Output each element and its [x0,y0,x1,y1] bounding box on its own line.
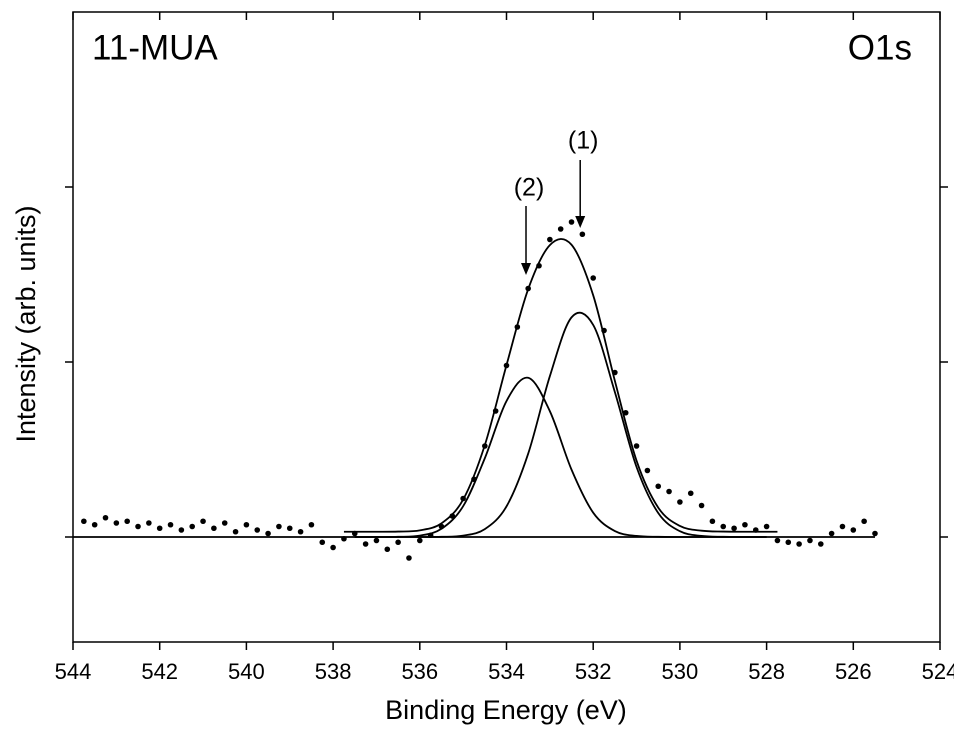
data-point [460,495,466,502]
data-point [449,513,456,519]
plot-frame [72,11,941,643]
data-point [265,530,271,537]
data-point [709,518,716,525]
data-point [178,527,185,533]
data-point [579,231,586,238]
annotation-label: (2) [514,174,545,202]
data-point [113,520,120,526]
data-point [330,544,336,551]
data-point [351,530,358,537]
data-point [763,523,770,530]
x-tick-label: 538 [315,659,352,684]
data-point [102,514,109,521]
data-point [373,537,380,544]
annotation-label: (1) [568,127,599,155]
data-point [644,467,651,474]
data-point [221,520,228,526]
data-point [655,483,662,490]
data-point [200,518,206,525]
data-point [547,236,553,243]
data-point [568,219,575,225]
data-point [601,327,607,334]
data-point [536,262,542,269]
fit-curve [354,376,767,538]
data-point [319,539,326,546]
x-tick-label: 524 [922,659,954,684]
data-point [612,369,618,376]
data-point [622,409,629,416]
data-point [427,532,434,539]
data-point [687,490,694,497]
data-point [850,527,857,533]
x-tick-label: 530 [662,659,699,684]
data-point [276,523,282,530]
x-axis-label: Binding Energy (eV) [385,695,627,725]
chart-subtitle: O1s [848,28,912,67]
data-point [254,527,261,533]
data-point [677,499,683,505]
data-point [861,518,867,525]
x-tick-label: 536 [401,659,438,684]
arrow-head [575,216,586,228]
data-point [297,528,304,535]
data-point [406,555,412,561]
data-point [525,285,531,292]
data-point [817,541,824,547]
data-point [243,521,250,528]
data-point [341,535,347,542]
data-point [872,530,878,537]
x-tick-label: 544 [55,659,92,684]
x-tick-label: 532 [575,659,612,684]
fit-curve [354,311,767,538]
data-point [135,523,141,530]
data-point [785,539,792,546]
chart-title: 11-MUA [92,28,218,67]
data-point [167,521,174,528]
data-point [91,521,98,528]
data-point [384,546,391,553]
data-point [720,523,727,530]
x-tick-label: 540 [228,659,265,684]
data-point [828,530,835,537]
x-tick-label: 542 [141,659,178,684]
data-point [146,520,152,526]
data-point [211,525,217,532]
data-point [752,527,759,533]
x-tick-label: 526 [835,659,872,684]
data-point [438,523,445,530]
data-point [774,537,781,544]
data-point [742,521,748,528]
data-point [395,539,401,546]
data-point [839,523,846,530]
x-tick-label: 528 [748,659,785,684]
data-point [666,488,672,495]
data-point [156,525,163,532]
data-point [633,443,640,449]
data-point [189,523,196,530]
data-point [286,525,293,532]
data-point [514,324,521,330]
fit-curve [343,238,778,533]
data-point [471,476,477,483]
data-point [308,521,315,528]
data-point [232,528,239,535]
data-point [417,537,423,544]
data-point [503,362,510,369]
data-point [81,518,87,525]
data-point [492,408,499,414]
y-axis-label: Intensity (arb. units) [11,205,41,442]
data-point [557,226,564,232]
data-point [698,502,705,509]
data-point [590,275,596,281]
data-point [124,518,130,525]
data-point [731,525,737,532]
data-point [807,537,813,544]
data-point [362,541,369,547]
arrow-head [521,263,532,275]
x-tick-label: 534 [488,659,525,684]
data-point [482,443,488,449]
data-point [796,541,802,547]
